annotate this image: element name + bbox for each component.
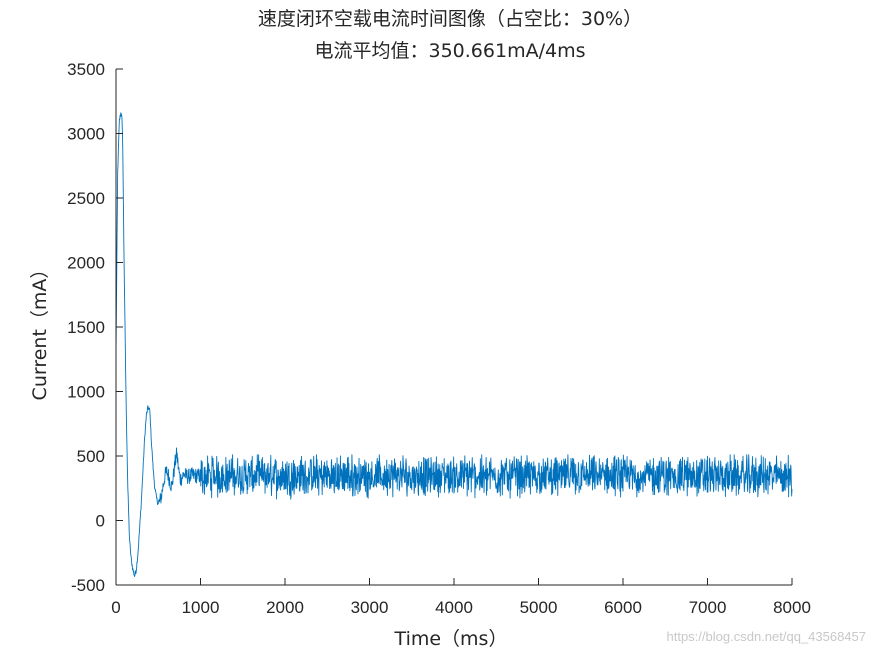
y-tick-label: 1000 bbox=[67, 383, 105, 402]
x-axis-label: Time（ms） bbox=[394, 628, 508, 650]
y-tick-label: 500 bbox=[77, 447, 105, 466]
x-tick-label: 3000 bbox=[351, 598, 389, 617]
y-tick-label: -500 bbox=[71, 576, 105, 595]
x-tick-label: 8000 bbox=[773, 598, 811, 617]
y-tick-label: 3500 bbox=[67, 60, 105, 79]
x-tick-label: 1000 bbox=[182, 598, 220, 617]
x-tick-label: 4000 bbox=[435, 598, 473, 617]
chart-title: 速度闭环空载电流时间图像（占空比：30%） bbox=[258, 8, 642, 30]
y-tick-label: 2000 bbox=[67, 254, 105, 273]
axes: 0 1000 2000 3000 4000 5000 6000 7000 8000 -500 0 50… bbox=[67, 60, 811, 617]
y-tick-label: 3000 bbox=[67, 125, 105, 144]
watermark-text: https://blog.csdn.net/qq_43568457 bbox=[667, 629, 867, 644]
x-tick-label: 6000 bbox=[604, 598, 642, 617]
x-tick-label: 0 bbox=[111, 598, 120, 617]
y-axis-label: Current（mA） bbox=[29, 260, 51, 401]
y-tick-label: 2500 bbox=[67, 189, 105, 208]
x-tick-label: 2000 bbox=[266, 598, 304, 617]
series-line-0 bbox=[115, 112, 793, 577]
x-tick-label: 7000 bbox=[689, 598, 727, 617]
x-tick-label: 5000 bbox=[520, 598, 558, 617]
y-tick-label: 1500 bbox=[67, 318, 105, 337]
chart-subtitle: 电流平均值：350.661mA/4ms bbox=[315, 40, 586, 62]
plot-area bbox=[115, 112, 793, 577]
y-tick-label: 0 bbox=[96, 512, 105, 531]
